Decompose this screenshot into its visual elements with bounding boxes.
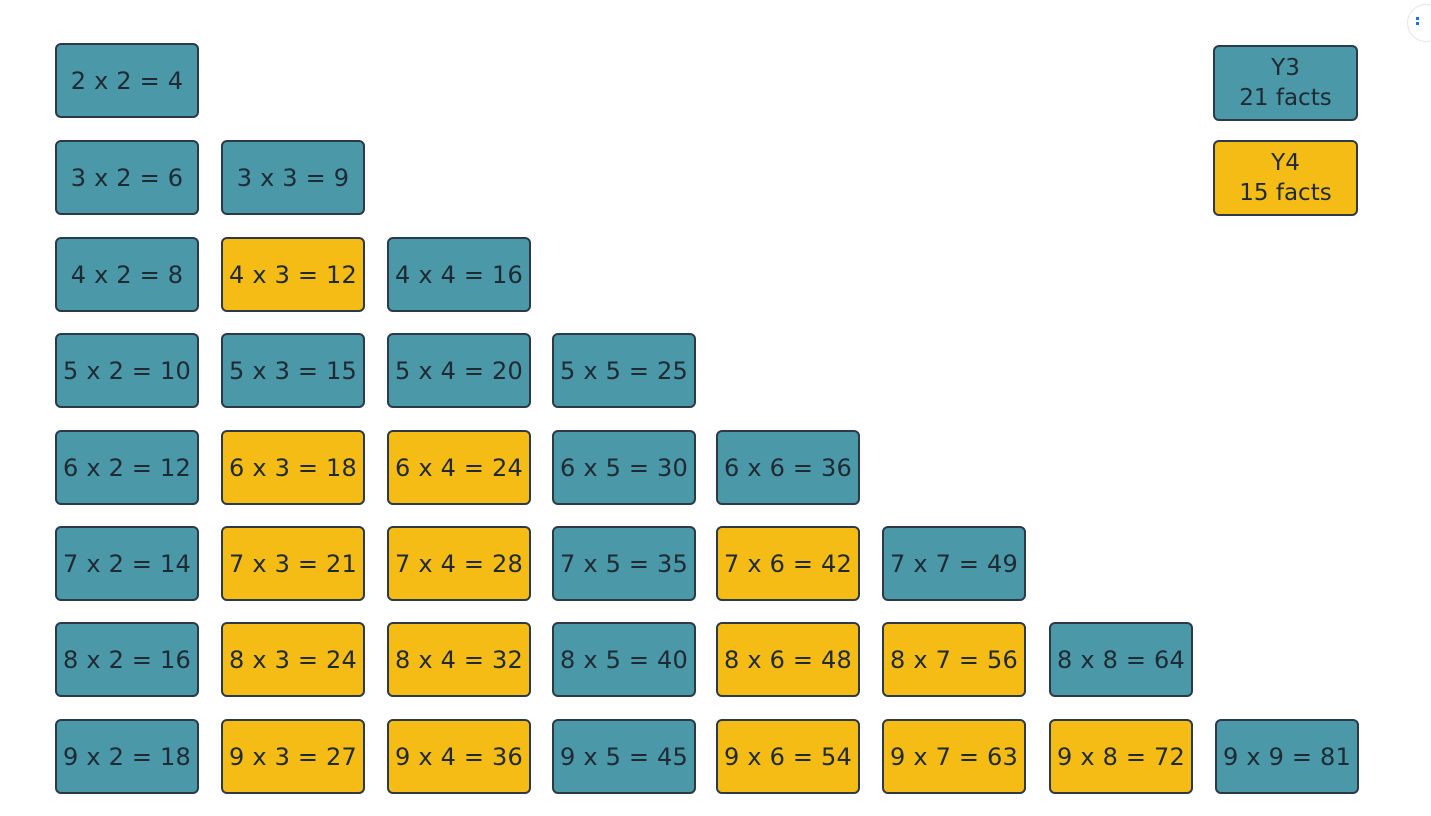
fact-card-6x3: 6 x 3 = 18 <box>221 430 365 505</box>
dots-icon <box>1416 17 1419 20</box>
fact-card-9x7: 9 x 7 = 63 <box>882 719 1026 794</box>
legend-y4: Y4 15 facts <box>1213 140 1358 216</box>
fact-card-7x5: 7 x 5 = 35 <box>552 526 696 601</box>
fact-card-8x8: 8 x 8 = 64 <box>1049 622 1193 697</box>
fact-card-9x6: 9 x 6 = 54 <box>716 719 860 794</box>
fact-card-9x4: 9 x 4 = 36 <box>387 719 531 794</box>
fact-card-9x5: 9 x 5 = 45 <box>552 719 696 794</box>
fact-card-7x3: 7 x 3 = 21 <box>221 526 365 601</box>
fact-card-6x5: 6 x 5 = 30 <box>552 430 696 505</box>
fact-card-5x5: 5 x 5 = 25 <box>552 333 696 408</box>
legend-y3: Y3 21 facts <box>1213 45 1358 121</box>
fact-card-5x4: 5 x 4 = 20 <box>387 333 531 408</box>
fact-card-7x4: 7 x 4 = 28 <box>387 526 531 601</box>
corner-menu-icon[interactable] <box>1407 4 1431 42</box>
fact-card-7x2: 7 x 2 = 14 <box>55 526 199 601</box>
fact-card-4x4: 4 x 4 = 16 <box>387 237 531 312</box>
fact-card-6x6: 6 x 6 = 36 <box>716 430 860 505</box>
fact-card-7x6: 7 x 6 = 42 <box>716 526 860 601</box>
legend-label: Y4 <box>1271 150 1300 176</box>
fact-card-4x2: 4 x 2 = 8 <box>55 237 199 312</box>
fact-card-8x4: 8 x 4 = 32 <box>387 622 531 697</box>
legend-label: Y3 <box>1271 55 1300 81</box>
fact-card-5x3: 5 x 3 = 15 <box>221 333 365 408</box>
legend-count: 15 facts <box>1239 180 1332 206</box>
fact-card-9x3: 9 x 3 = 27 <box>221 719 365 794</box>
fact-card-9x9: 9 x 9 = 81 <box>1215 719 1359 794</box>
fact-card-2x2: 2 x 2 = 4 <box>55 43 199 118</box>
fact-card-8x7: 8 x 7 = 56 <box>882 622 1026 697</box>
fact-card-6x2: 6 x 2 = 12 <box>55 430 199 505</box>
legend-count: 21 facts <box>1239 85 1332 111</box>
fact-card-8x5: 8 x 5 = 40 <box>552 622 696 697</box>
fact-card-9x8: 9 x 8 = 72 <box>1049 719 1193 794</box>
fact-card-3x3: 3 x 3 = 9 <box>221 140 365 215</box>
fact-card-3x2: 3 x 2 = 6 <box>55 140 199 215</box>
fact-card-7x7: 7 x 7 = 49 <box>882 526 1026 601</box>
fact-card-9x2: 9 x 2 = 18 <box>55 719 199 794</box>
fact-card-4x3: 4 x 3 = 12 <box>221 237 365 312</box>
fact-card-6x4: 6 x 4 = 24 <box>387 430 531 505</box>
fact-card-5x2: 5 x 2 = 10 <box>55 333 199 408</box>
fact-card-8x3: 8 x 3 = 24 <box>221 622 365 697</box>
fact-card-8x2: 8 x 2 = 16 <box>55 622 199 697</box>
fact-card-8x6: 8 x 6 = 48 <box>716 622 860 697</box>
